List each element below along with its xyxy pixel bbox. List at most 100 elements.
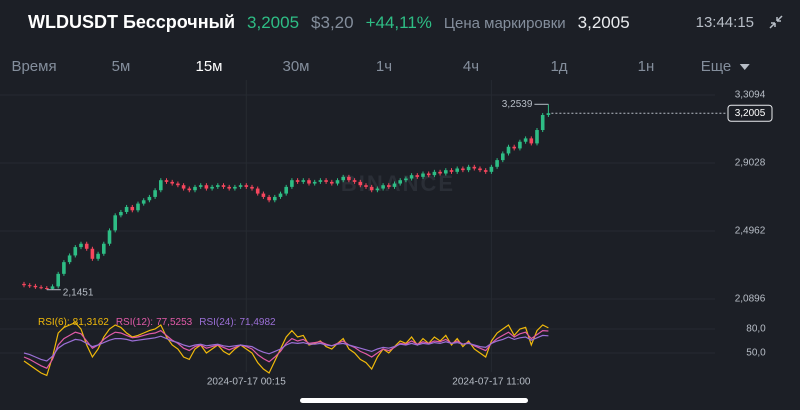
mark-price: 3,2005 [577,13,630,32]
mark-label: Цена маркировки [443,15,566,32]
candle-body [56,273,60,287]
candle-body [364,185,368,187]
candle-body [227,186,231,189]
candle-body [404,178,408,181]
y-tick-label: 80,0 [746,324,766,335]
candle-body [181,185,186,189]
candle-body [489,166,494,172]
change: +44,11% [365,13,432,32]
candle-body [27,285,32,287]
candle-body [22,283,26,286]
legend-value: 77,5253 [156,317,193,328]
interval-tab[interactable]: 30м [282,58,310,75]
candle-body [495,160,499,167]
rsi-line [23,334,549,362]
interval-tab[interactable]: 1ч [375,58,393,75]
candle-body [267,196,271,201]
y-tick-label: 2,4962 [735,226,766,237]
candle-body [335,180,340,184]
interval-tab[interactable]: 15м [195,58,223,75]
candle-body [67,255,72,263]
candle-body [84,243,89,249]
max-label: 3,2539 [502,99,533,110]
y-tick-label: 3,3094 [735,90,766,101]
candle-body [107,230,112,244]
candle-body [421,173,425,177]
watermark: BINANCE [341,171,455,196]
candle-body [301,180,306,182]
candle-body [187,188,192,191]
candle-body [124,206,129,212]
candle-body [238,185,243,187]
candle-body [50,286,55,289]
candle-body [164,180,169,182]
candle-body [330,181,334,184]
last-price-label: 3,2005 [735,108,766,119]
candle-body [341,176,345,181]
candle-body [347,176,351,181]
candle-body [409,175,414,179]
usd-price: $3,20 [311,13,354,32]
candle-body [324,180,328,182]
candle-body [273,196,277,201]
candle-body [159,180,163,191]
candle-body [62,262,66,274]
candle-body [284,186,288,194]
legend-name: RSI(12): [116,317,153,328]
candle-body [529,138,534,144]
candle-body [170,181,174,184]
interval-tab[interactable]: Время [11,58,57,75]
symbol[interactable]: WLDUSDT Бессрочный [28,12,236,32]
candle-body [444,170,448,174]
candle-body [119,211,123,216]
interval-tab[interactable]: 5м [111,58,131,75]
candle-body [518,141,522,149]
candle-body [153,190,157,197]
candle-body [512,146,516,149]
candle-body [501,153,505,161]
interval-tab[interactable]: 1н [637,58,655,75]
min-label: 2,1451 [63,287,94,298]
clock: 13:44:15 [695,14,754,31]
candle-body [523,138,528,142]
x-tick-label: 2024-07-17 11:00 [452,377,531,388]
candle-body [90,248,95,259]
legend-value: 81,3162 [73,317,110,328]
rsi-line [23,321,549,377]
candle-body [73,247,78,256]
collapse-icon[interactable] [768,14,784,30]
interval-tab[interactable]: 1д [550,58,568,75]
candle-body [398,180,402,184]
candle-body [358,181,363,186]
legend-entry: RSI(6): 81,3162 [38,317,109,328]
candle-body [210,186,214,189]
candle-body [546,113,551,115]
candle-body [278,193,283,197]
candle-body [307,180,311,184]
candle-body [381,185,385,189]
candle-body [113,215,117,231]
candle-body [255,188,260,194]
candle-body [415,175,420,177]
legend-value: 71,4982 [239,317,276,328]
candle-body [461,168,465,171]
candle-body [466,166,471,171]
y-tick-label: 2,9028 [735,158,766,169]
candle-body [136,203,140,211]
interval-tab[interactable]: 4ч [462,58,480,75]
candle-body [438,171,442,174]
candle-body [295,180,300,182]
candle-body [535,130,539,144]
candle-body [204,185,209,189]
candle-body [176,183,180,186]
candle-body [39,287,43,289]
legend-entry: RSI(24): 71,4982 [199,317,276,328]
interval-tab[interactable]: Еще [701,58,750,75]
y-tick-label: 2,0896 [735,294,766,305]
candle-body [130,206,135,211]
candle-body [141,200,146,204]
candle-body [290,180,294,187]
last-price-box [727,104,773,122]
candle-body [449,170,454,172]
